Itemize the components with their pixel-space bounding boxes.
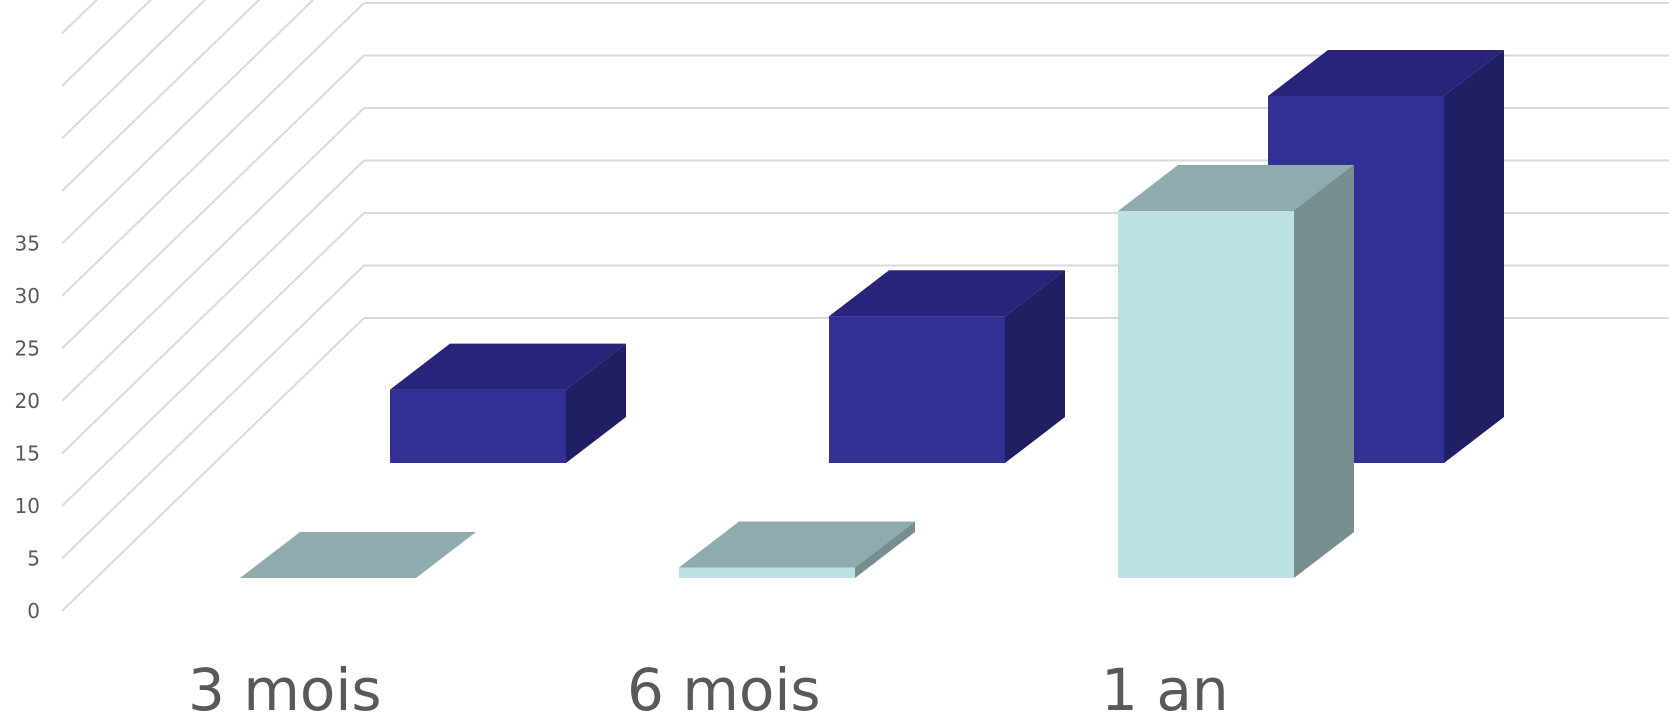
- bar-front-face: [829, 316, 1005, 463]
- gridline-diagonal: [61, 54, 365, 350]
- bar-side-face: [1294, 165, 1354, 578]
- gridline-diagonal: [61, 212, 365, 507]
- y-tick-label: 30: [15, 284, 40, 308]
- bar-series1-0: [240, 532, 476, 578]
- bar-series1-1: [679, 521, 915, 578]
- x-category-label: 1 an: [1101, 656, 1229, 724]
- gridline-diagonal: [61, 159, 365, 455]
- gridline-diagonal: [61, 0, 315, 245]
- gridline-diagonal: [61, 0, 98, 35]
- gridline-diagonal: [61, 0, 153, 87]
- bar-top-face: [1118, 165, 1354, 211]
- x-category-label: 6 mois: [627, 656, 821, 724]
- bar-series2-1: [829, 270, 1065, 463]
- bar-top-face: [679, 521, 915, 568]
- x-category-label: 3 mois: [188, 656, 382, 724]
- bar-front-face: [390, 389, 566, 463]
- x-axis-categories: 3 mois 6 mois 1 an: [188, 656, 1229, 724]
- gridline-diagonal: [61, 317, 365, 612]
- y-tick-label: 35: [15, 232, 40, 256]
- bars: [240, 50, 1504, 578]
- gridline-diagonal: [61, 107, 365, 402]
- y-axis-ticks: 0 5 10 15 20 25 30 35: [15, 232, 40, 624]
- bar-side-face: [1005, 270, 1065, 463]
- y-tick-label: 10: [15, 494, 40, 518]
- bar-series2-0: [390, 343, 626, 463]
- y-tick-label: 25: [15, 337, 40, 361]
- y-tick-label: 15: [15, 442, 40, 466]
- gridline-diagonal: [61, 264, 365, 560]
- bar-top-face: [390, 343, 626, 390]
- bar-top-face: [1268, 50, 1504, 96]
- bar-side-face: [1444, 50, 1504, 463]
- bar-side-face: [566, 343, 626, 463]
- bar-side-face: [855, 521, 915, 578]
- bar-top-face: [240, 532, 476, 578]
- gridline-diagonal: [61, 0, 261, 192]
- bar-series1-2: [1118, 165, 1354, 578]
- bar-front-face: [1118, 211, 1294, 578]
- y-tick-label: 5: [27, 547, 40, 571]
- gridline-diagonal: [61, 2, 365, 297]
- gridline-diagonal: [61, 0, 207, 140]
- y-tick-label: 0: [27, 599, 40, 623]
- y-tick-label: 20: [15, 389, 40, 413]
- bar-top-face: [829, 270, 1065, 317]
- bar-front-face: [679, 567, 855, 578]
